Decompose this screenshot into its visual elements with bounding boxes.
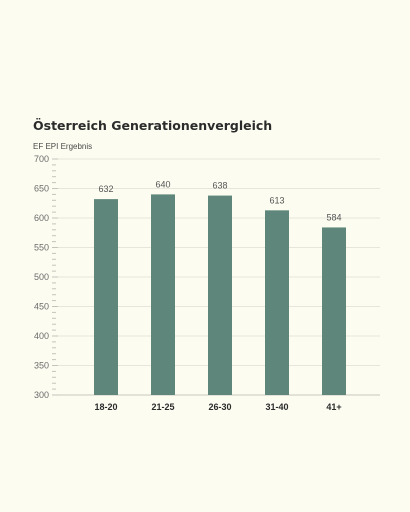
bar — [265, 210, 289, 395]
bar-value-label: 632 — [98, 184, 113, 194]
bar — [94, 199, 118, 395]
x-axis-category-labels: 18-20 21-25 26-30 31-40 41+ — [94, 402, 341, 412]
bar — [151, 194, 175, 395]
y-tick-label: 350 — [34, 361, 49, 371]
y-tick-label: 550 — [34, 243, 49, 253]
x-category-label: 26-30 — [208, 402, 231, 412]
bars — [94, 194, 346, 395]
y-tick-label: 650 — [34, 184, 49, 194]
y-axis-tick-labels: 300 350 400 450 500 550 600 650 700 — [34, 154, 49, 400]
x-category-label: 21-25 — [151, 402, 174, 412]
y-tick-label: 700 — [34, 154, 49, 164]
y-axis-minor-ticks — [52, 158, 58, 396]
y-tick-label: 450 — [34, 302, 49, 312]
x-category-label: 41+ — [326, 402, 341, 412]
bar-value-label: 613 — [269, 195, 284, 205]
y-tick-label: 500 — [34, 272, 49, 282]
y-tick-label: 400 — [34, 331, 49, 341]
bar-value-label: 638 — [212, 181, 227, 191]
bar-value-label: 584 — [326, 212, 341, 222]
chart-title: Österreich Generationenvergleich — [33, 118, 273, 133]
bar-value-label: 640 — [155, 179, 170, 189]
y-axis-label: EF EPI Ergebnis — [33, 142, 93, 151]
y-tick-label: 600 — [34, 213, 49, 223]
bar — [322, 227, 346, 395]
bar — [208, 195, 232, 395]
y-tick-label: 300 — [34, 390, 49, 400]
x-category-label: 18-20 — [94, 402, 117, 412]
x-category-label: 31-40 — [265, 402, 288, 412]
bar-value-labels: 632 640 638 613 584 — [98, 179, 341, 222]
